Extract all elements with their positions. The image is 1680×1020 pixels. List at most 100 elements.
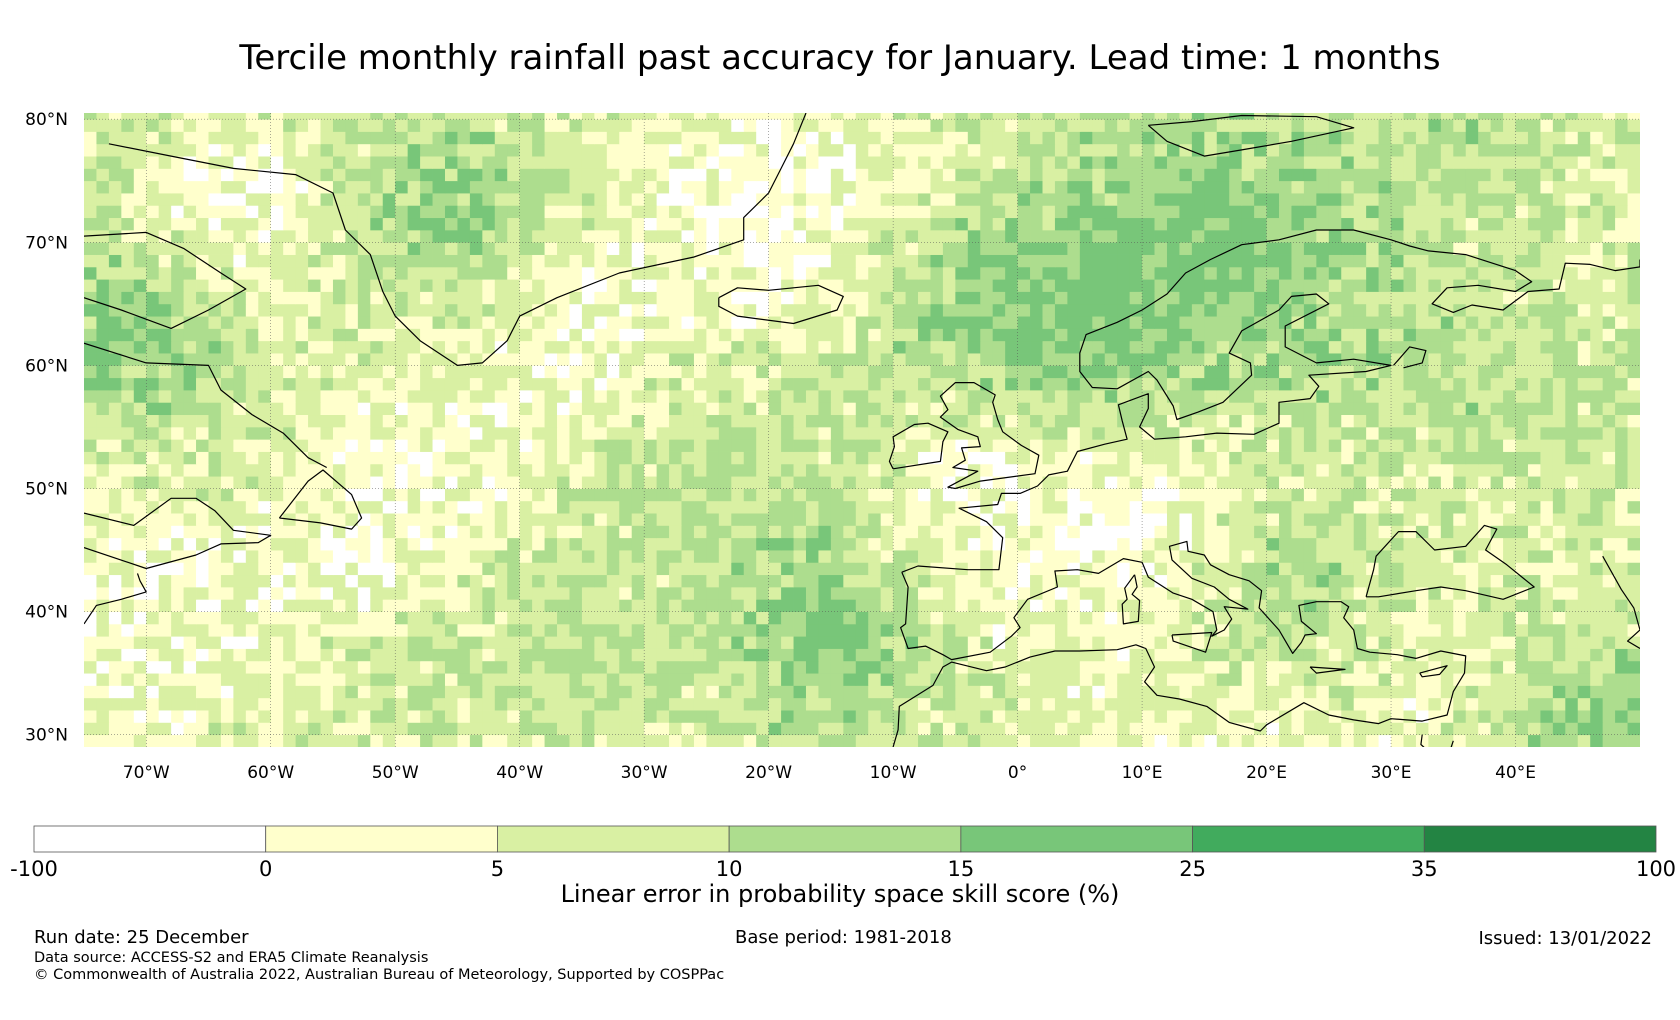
grid-cell	[420, 303, 433, 317]
grid-cell	[1216, 291, 1230, 305]
grid-cell	[1490, 414, 1504, 428]
grid-cell	[1179, 734, 1193, 747]
grid-cell	[681, 328, 695, 342]
grid-cell	[693, 340, 707, 354]
grid-cell	[1104, 562, 1118, 576]
grid-cell	[308, 710, 321, 723]
grid-cell	[507, 402, 521, 416]
grid-cell	[1104, 636, 1118, 649]
grid-cell	[805, 611, 819, 625]
grid-cell	[1527, 586, 1541, 600]
grid-cell	[756, 303, 770, 317]
grid-cell	[1241, 291, 1255, 305]
grid-cell	[1179, 254, 1193, 268]
grid-cell	[1030, 697, 1043, 711]
grid-cell	[1378, 623, 1392, 637]
grid-cell	[992, 426, 1006, 440]
grid-cell	[930, 586, 944, 600]
grid-cell	[706, 513, 720, 526]
grid-cell	[967, 451, 981, 465]
grid-cell	[1254, 685, 1267, 699]
grid-cell	[208, 266, 222, 280]
grid-cell	[793, 303, 807, 317]
grid-cell	[270, 377, 284, 391]
grid-cell	[1005, 340, 1018, 354]
grid-cell	[1279, 451, 1292, 465]
grid-cell	[420, 537, 433, 551]
grid-cell	[1428, 402, 1442, 416]
grid-cell	[457, 353, 471, 366]
grid-cell	[370, 586, 384, 600]
grid-cell	[494, 513, 508, 526]
grid-cell	[855, 673, 869, 686]
grid-cell	[258, 488, 272, 502]
grid-cell	[1266, 279, 1280, 292]
grid-cell	[1428, 611, 1442, 625]
grid-cell	[270, 426, 284, 440]
grid-cell	[930, 710, 944, 723]
grid-cell	[1229, 328, 1243, 342]
grid-cell	[1254, 279, 1267, 292]
grid-cell	[382, 266, 396, 280]
grid-cell	[1565, 586, 1579, 600]
grid-cell	[1353, 279, 1367, 292]
grid-cell	[332, 710, 346, 723]
grid-cell	[781, 525, 794, 539]
grid-cell	[1552, 660, 1566, 674]
grid-cell	[1341, 660, 1355, 674]
grid-cell	[1179, 537, 1193, 551]
grid-cell	[1391, 673, 1404, 686]
grid-cell	[1503, 636, 1516, 649]
grid-cell	[1179, 525, 1193, 539]
grid-cell	[1328, 316, 1342, 329]
grid-cell	[1440, 328, 1454, 342]
grid-cell	[1615, 328, 1628, 342]
grid-cell	[706, 402, 720, 416]
grid-cell	[1092, 636, 1106, 649]
grid-cell	[1054, 636, 1068, 649]
grid-cell	[980, 389, 994, 403]
grid-cell	[880, 697, 894, 711]
grid-cell	[1142, 722, 1155, 736]
grid-cell	[681, 660, 695, 674]
grid-cell	[308, 266, 321, 280]
grid-cell	[1565, 513, 1579, 526]
grid-cell	[1465, 586, 1479, 600]
grid-cell	[420, 611, 433, 625]
grid-cell	[967, 611, 981, 625]
grid-cell	[258, 389, 272, 403]
grid-cell	[1478, 611, 1492, 625]
grid-cell	[1353, 697, 1367, 711]
grid-cell	[420, 365, 433, 379]
grid-cell	[84, 488, 97, 502]
grid-cell	[171, 279, 184, 292]
grid-cell	[980, 722, 994, 736]
grid-cell	[1279, 426, 1292, 440]
grid-cell	[1266, 574, 1280, 588]
grid-cell	[1403, 254, 1417, 268]
grid-cell	[1042, 266, 1056, 280]
grid-cell	[594, 648, 608, 662]
grid-cell	[1503, 254, 1516, 268]
grid-cell	[357, 562, 371, 576]
grid-cell	[1527, 254, 1541, 268]
grid-cell	[855, 734, 869, 747]
grid-cell	[1179, 451, 1193, 465]
grid-cell	[1005, 722, 1018, 736]
skill-score-map[interactable]	[84, 107, 1640, 759]
grid-cell	[133, 414, 147, 428]
grid-cell	[1552, 328, 1566, 342]
grid-cell	[1627, 710, 1640, 723]
grid-cell	[544, 697, 558, 711]
grid-cell	[469, 636, 483, 649]
grid-cell	[220, 611, 234, 625]
grid-cell	[220, 586, 234, 600]
grid-cell	[1565, 451, 1579, 465]
grid-cell	[407, 697, 421, 711]
grid-cell	[270, 710, 284, 723]
grid-cell	[1216, 488, 1230, 502]
grid-cell	[84, 586, 97, 600]
grid-cell	[196, 402, 209, 416]
grid-cell	[980, 316, 994, 329]
